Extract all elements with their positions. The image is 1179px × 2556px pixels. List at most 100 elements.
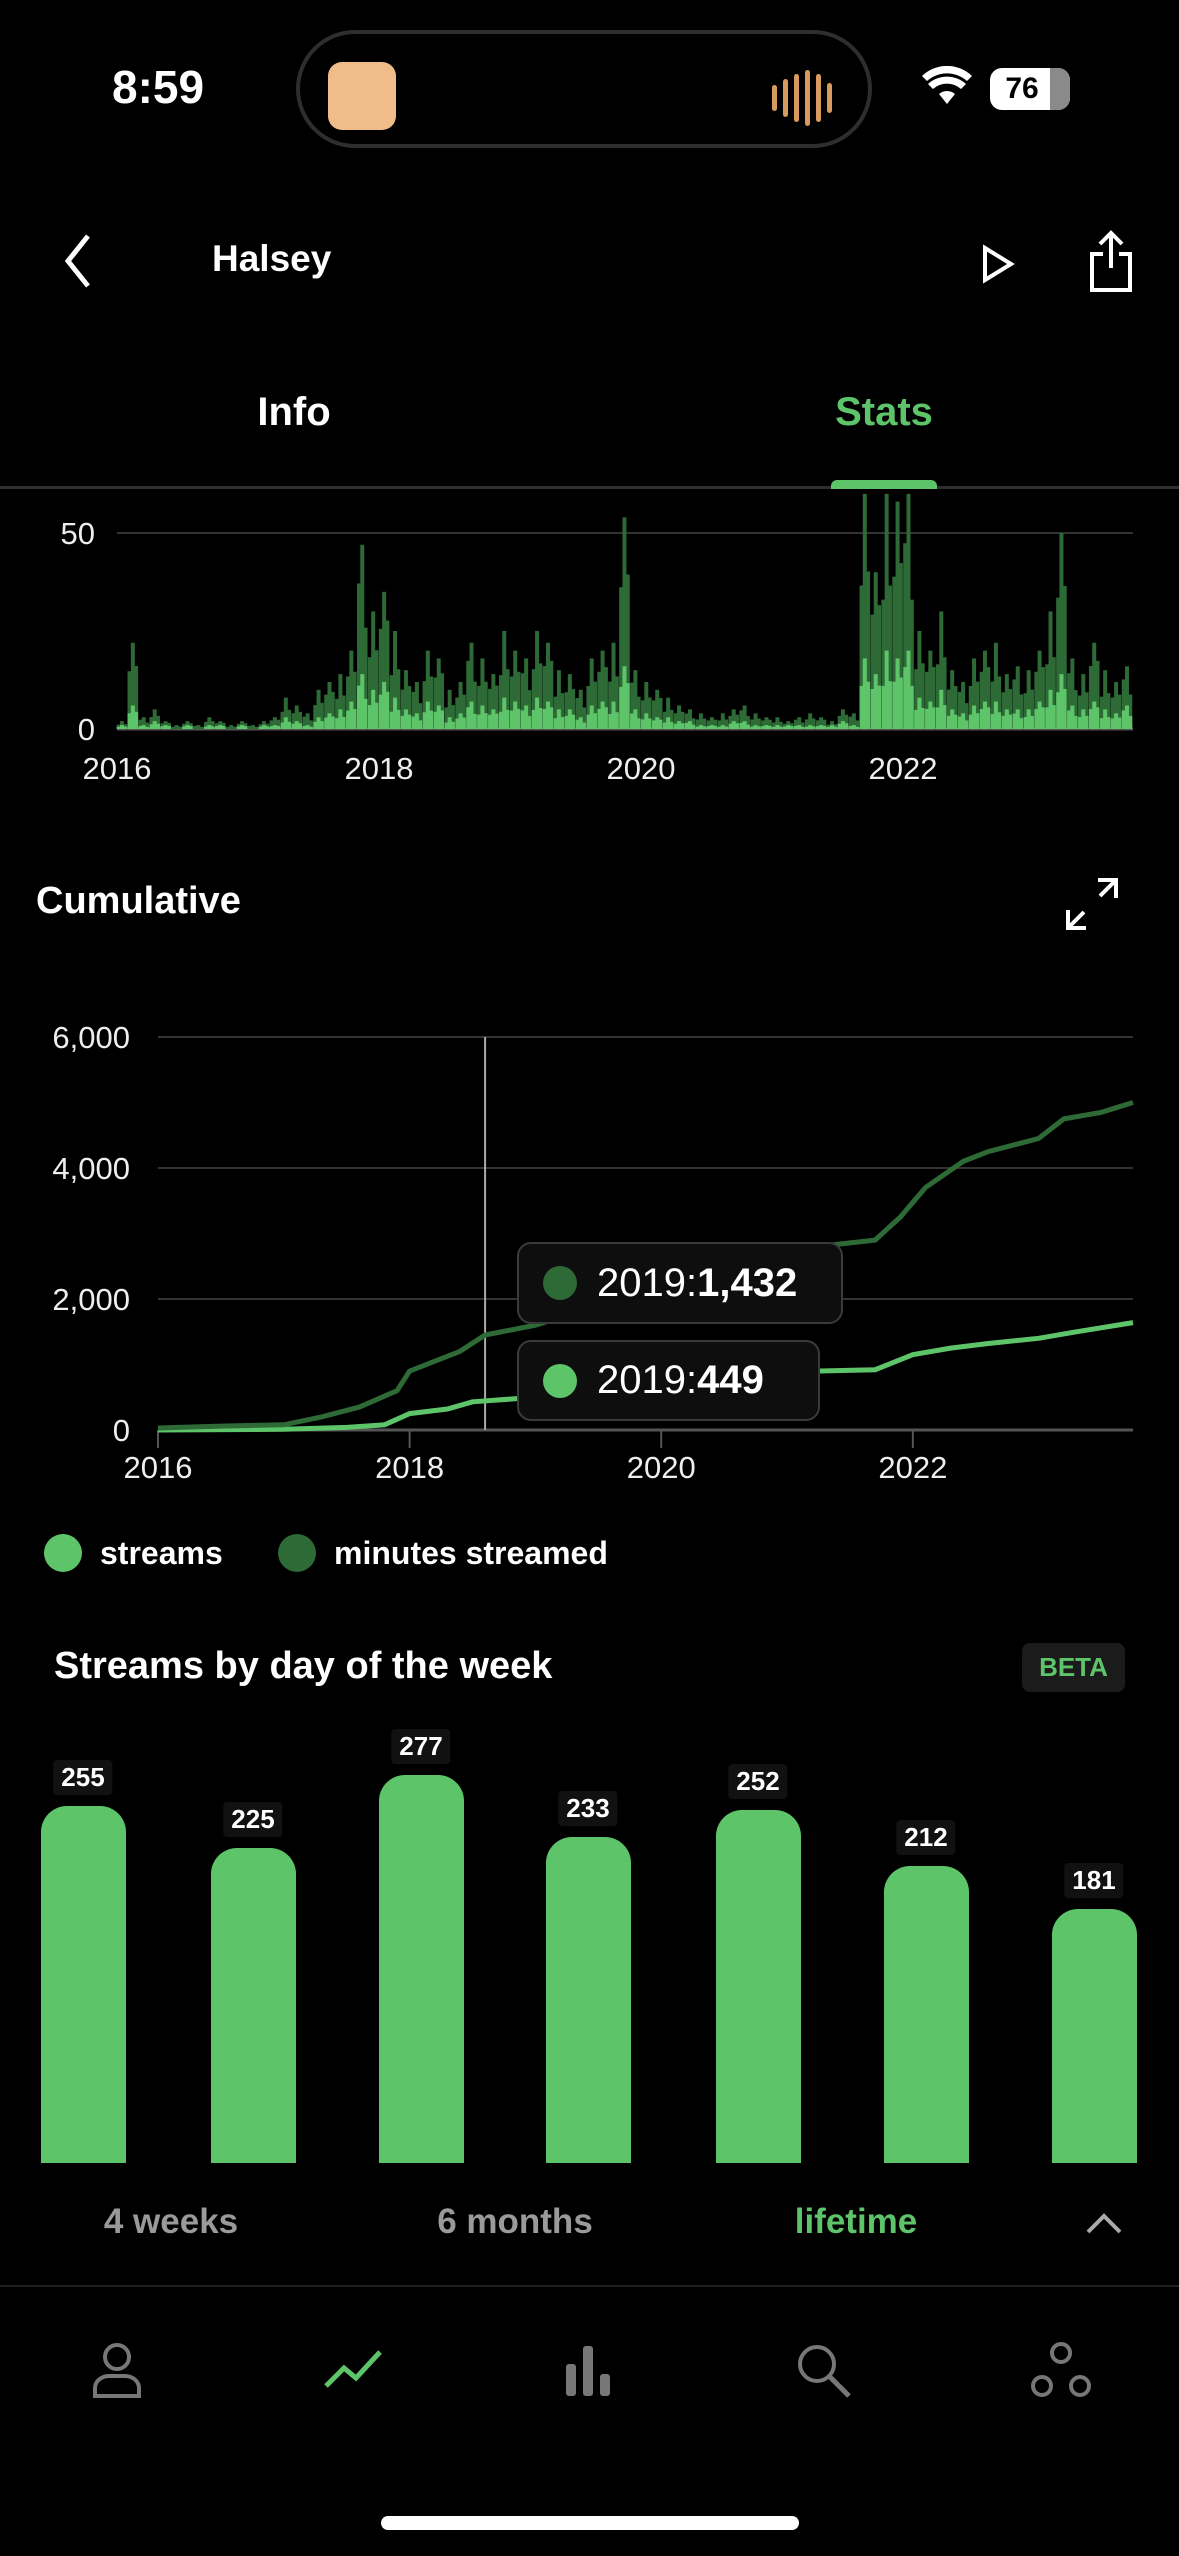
minutes-bar — [909, 599, 914, 729]
social-icon[interactable] — [1029, 2340, 1093, 2400]
streams-bar — [538, 707, 543, 729]
minutes-bar — [731, 709, 736, 729]
streams-bar — [185, 725, 190, 729]
streams-bar — [906, 650, 911, 729]
streams-bar — [873, 674, 878, 729]
streams-bar — [1040, 707, 1045, 729]
minutes-bar — [316, 689, 321, 729]
minutes-bar — [1121, 679, 1126, 729]
minutes-bar — [352, 671, 357, 729]
minutes-bar — [819, 717, 824, 729]
streams-bar — [527, 716, 532, 729]
wifi-icon — [922, 66, 972, 104]
play-icon[interactable] — [980, 244, 1016, 284]
streams-bar — [363, 698, 368, 729]
minutes-bar — [363, 627, 368, 729]
minutes-bar — [968, 685, 973, 729]
streams-bar — [887, 681, 892, 729]
range-lifetime[interactable]: lifetime — [794, 2202, 918, 2241]
minutes-bar — [356, 583, 361, 729]
back-chevron-icon[interactable] — [60, 232, 96, 290]
minutes-bar — [422, 681, 427, 729]
streams-bar — [1062, 688, 1067, 729]
streams-bar — [119, 725, 124, 729]
chevron-up-icon[interactable] — [1084, 2210, 1124, 2236]
minutes-bar — [724, 719, 729, 729]
streams-bar — [975, 713, 980, 729]
minutes-bar — [702, 718, 707, 729]
streams-bar — [789, 726, 794, 729]
weekday-bar[interactable] — [379, 1775, 464, 2163]
minutes-bar — [1110, 697, 1115, 729]
minutes-bar — [232, 726, 237, 729]
streams-bar — [297, 723, 302, 729]
tab-stats[interactable]: Stats — [835, 390, 933, 434]
streams-bar — [837, 723, 842, 729]
weekday-bar[interactable] — [1052, 1909, 1137, 2163]
streams-bar — [651, 720, 656, 729]
share-icon[interactable] — [1088, 230, 1134, 294]
weekday-bar[interactable] — [716, 1810, 801, 2163]
minutes-bar — [327, 681, 332, 729]
streams-bar — [455, 718, 460, 729]
minutes-bar — [469, 642, 474, 729]
streams-bar — [1034, 708, 1039, 729]
streams-bar — [745, 724, 750, 729]
minutes-bar — [516, 671, 521, 729]
expand-icon[interactable] — [1062, 874, 1122, 934]
streams-bar — [564, 715, 569, 729]
streams-bar — [713, 725, 718, 729]
streams-bar — [294, 721, 299, 729]
streams-bar — [575, 719, 580, 729]
streams-bar — [630, 713, 635, 729]
weekday-bar[interactable] — [211, 1847, 296, 2163]
minutes-bar — [677, 705, 682, 729]
minutes-bar — [196, 725, 201, 729]
minutes-bar — [709, 717, 714, 729]
streams-bar — [553, 718, 558, 729]
minutes-bar — [254, 726, 259, 729]
tab-info[interactable]: Info — [257, 390, 331, 434]
streams-bar — [877, 685, 881, 729]
minutes-bar — [272, 717, 277, 729]
minutes-bar — [688, 709, 693, 729]
minutes-bar — [964, 703, 969, 729]
bar-value-label: 225 — [223, 1801, 283, 1837]
streams-bar — [597, 708, 602, 729]
streams-bar — [695, 726, 700, 729]
streams-bar — [141, 725, 146, 729]
streams-bar — [204, 726, 209, 729]
streams-bar — [524, 705, 529, 729]
streams-bar — [393, 697, 398, 729]
range-6-months[interactable]: 6 months — [437, 2202, 593, 2241]
weekday-bar[interactable] — [41, 1805, 126, 2163]
minutes-bar — [586, 685, 591, 729]
streams-bar — [1073, 716, 1078, 729]
streams-bar — [488, 714, 493, 729]
minutes-bar — [775, 717, 780, 729]
weekday-bar[interactable] — [546, 1836, 631, 2163]
search-icon[interactable] — [793, 2340, 853, 2400]
bar-chart-icon[interactable] — [560, 2340, 616, 2400]
stats-trend-icon[interactable] — [322, 2340, 386, 2400]
legend-minutes[interactable]: minutes streamed — [278, 1534, 608, 1572]
streams-bar — [411, 716, 416, 729]
streams-bar — [341, 717, 346, 729]
streams-bar — [308, 726, 313, 729]
streams-bar — [892, 681, 897, 729]
range-4-weeks[interactable]: 4 weeks — [103, 2202, 239, 2241]
legend-streams[interactable]: streams — [44, 1534, 223, 1572]
streams-bar — [655, 717, 660, 729]
streams-bar — [946, 715, 951, 729]
minutes-bar — [1034, 671, 1039, 729]
minutes-bar — [418, 703, 423, 729]
minutes-bar — [193, 725, 198, 729]
home-indicator[interactable] — [381, 2516, 799, 2530]
minutes-bar — [903, 543, 908, 729]
streams-bar — [240, 725, 245, 729]
streams-bar — [1124, 705, 1129, 729]
weekday-bar[interactable] — [884, 1866, 969, 2163]
minutes-bar — [600, 650, 605, 729]
streams-bar — [925, 708, 930, 729]
profile-icon[interactable] — [89, 2340, 145, 2400]
